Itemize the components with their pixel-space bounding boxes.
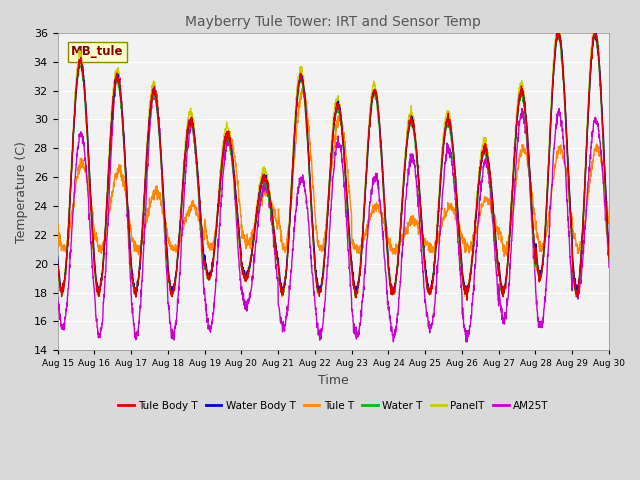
- Tule Body T: [591, 27, 599, 33]
- Water T: [605, 257, 613, 263]
- Line: AM25T: AM25T: [58, 74, 609, 342]
- Legend: Tule Body T, Water Body T, Tule T, Water T, PanelT, AM25T: Tule Body T, Water Body T, Tule T, Water…: [114, 396, 552, 415]
- Water Body T: [54, 253, 61, 259]
- Tule T: [207, 243, 215, 249]
- Tule Body T: [463, 297, 471, 303]
- Water T: [351, 293, 359, 299]
- PanelT: [557, 36, 564, 41]
- Line: Tule Body T: Tule Body T: [58, 30, 609, 300]
- PanelT: [54, 263, 61, 268]
- Water Body T: [362, 189, 369, 194]
- Tule T: [494, 232, 502, 238]
- PanelT: [207, 270, 215, 276]
- PanelT: [349, 275, 357, 280]
- Tule T: [299, 83, 307, 89]
- Line: PanelT: PanelT: [58, 26, 609, 298]
- PanelT: [362, 180, 369, 185]
- Water Body T: [557, 37, 564, 43]
- AM25T: [349, 320, 357, 326]
- Water Body T: [494, 258, 502, 264]
- PanelT: [553, 23, 561, 29]
- Tule Body T: [557, 39, 564, 45]
- Tule Body T: [349, 275, 357, 281]
- Water T: [557, 45, 564, 50]
- Water T: [572, 290, 580, 296]
- Tule T: [54, 223, 61, 228]
- Line: Tule T: Tule T: [58, 86, 609, 256]
- AM25T: [208, 322, 216, 328]
- Water T: [494, 264, 502, 270]
- Tule Body T: [572, 287, 580, 293]
- Tule T: [362, 232, 369, 238]
- Line: Water Body T: Water Body T: [58, 32, 609, 293]
- PanelT: [572, 290, 580, 296]
- Tule T: [349, 244, 357, 250]
- Tule Body T: [54, 259, 61, 264]
- Water Body T: [207, 268, 215, 274]
- AM25T: [362, 262, 369, 268]
- Y-axis label: Temperature (C): Temperature (C): [15, 141, 28, 242]
- Tule T: [572, 243, 580, 249]
- Water T: [554, 32, 562, 38]
- Water Body T: [605, 246, 613, 252]
- AM25T: [113, 71, 121, 77]
- Tule Body T: [207, 271, 215, 277]
- X-axis label: Time: Time: [318, 374, 349, 387]
- Tule Body T: [494, 258, 502, 264]
- Water T: [349, 278, 357, 284]
- Water T: [207, 269, 215, 275]
- AM25T: [572, 287, 580, 293]
- Text: MB_tule: MB_tule: [71, 45, 124, 58]
- Tule T: [500, 253, 508, 259]
- AM25T: [557, 120, 564, 125]
- Water T: [54, 258, 61, 264]
- Water Body T: [591, 29, 599, 35]
- Water T: [362, 187, 369, 193]
- AM25T: [390, 339, 397, 345]
- Water Body T: [572, 284, 580, 290]
- Tule Body T: [361, 193, 369, 199]
- AM25T: [494, 290, 502, 296]
- Title: Mayberry Tule Tower: IRT and Sensor Temp: Mayberry Tule Tower: IRT and Sensor Temp: [186, 15, 481, 29]
- PanelT: [351, 295, 359, 300]
- AM25T: [605, 264, 613, 270]
- AM25T: [54, 294, 61, 300]
- Water Body T: [353, 290, 361, 296]
- PanelT: [494, 262, 502, 268]
- Tule T: [605, 218, 613, 224]
- Tule T: [557, 142, 564, 148]
- Line: Water T: Water T: [58, 35, 609, 296]
- Tule Body T: [605, 256, 613, 262]
- PanelT: [605, 252, 613, 257]
- Water Body T: [349, 269, 357, 275]
